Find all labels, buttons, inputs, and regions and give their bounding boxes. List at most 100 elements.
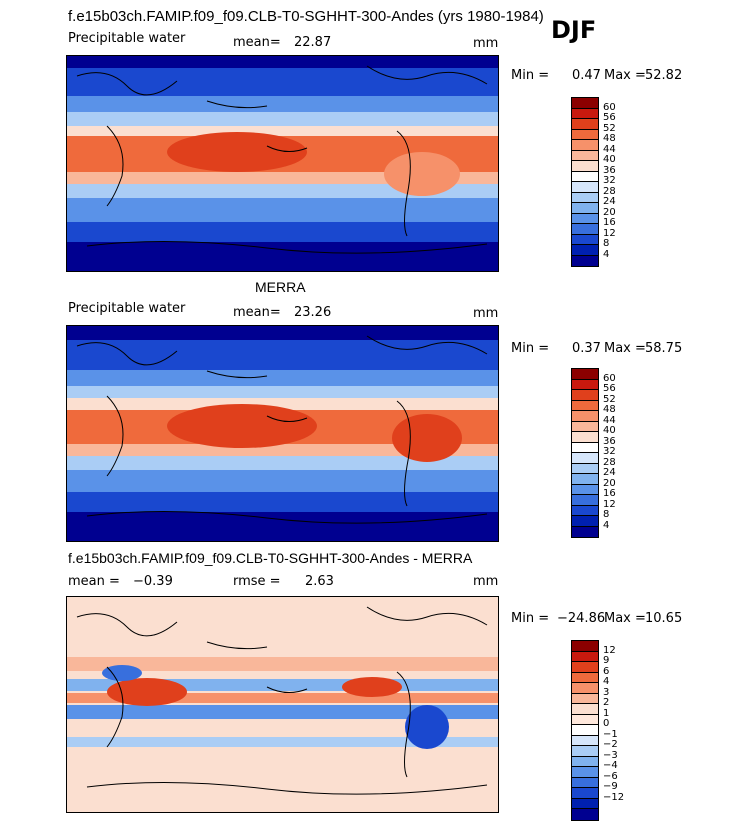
colorbar-swatch [572,224,598,235]
panel-merra-max-value: 58.75 [645,341,683,356]
panel-merra-field [67,326,498,541]
colorbar-swatch [572,526,598,537]
colorbar-tick-label: 48 [603,133,616,144]
colorbar-swatch [572,798,598,809]
panel-model-max-label: Max = [604,68,646,83]
colorbar-tick-label: −12 [603,791,625,803]
colorbar-tick-label: −6 [603,770,618,782]
field-band-north-edge [67,386,498,400]
colorbar-tick-label: −2 [603,739,618,750]
colorbar-swatch [572,672,598,683]
colorbar-swatch [572,714,598,725]
colorbar-swatch [572,474,598,485]
colorbar-swatch [572,777,598,788]
colorbar-swatch [572,245,598,256]
colorbar-swatch [572,432,598,443]
colorbar-swatch [572,390,598,401]
colorbar-tick-label: 0 [603,718,610,729]
field-band-tropic-s [67,444,498,458]
colorbar-tick-label: 52 [603,393,616,405]
colorbar-tick-label: 24 [603,196,616,207]
panel-diff-rmse-value: 2.63 [305,574,334,589]
panel-model-field [67,56,498,271]
warm-pool-maximum [167,132,307,172]
colorbar-tick-label: 28 [603,456,616,468]
colorbar-tick-label: 2 [603,697,610,708]
colorbar-swatch [572,182,598,193]
colorbar-tick-label: 8 [603,238,610,249]
field-band-south-mid [67,198,498,224]
panel-diff-field [67,597,498,812]
colorbar-tick-label: 1 [603,707,610,719]
colorbar-swatch [572,161,598,172]
colorbar-tick-label: 60 [603,372,616,384]
panel-diff-map [66,596,499,813]
colorbar-tick-label: 12 [603,644,616,656]
panel-model-units: mm [473,36,499,51]
field-band-north-edge [67,112,498,128]
panel-merra-title: MERRA [255,279,306,295]
colorbar-tick-label: 28 [603,185,616,197]
panel-diff-min-label: Min = [511,611,550,626]
colorbar-tick-label: 32 [603,446,616,457]
east-pacific-maximum [342,677,402,697]
panel-merra-max-label: Max = [604,341,646,356]
colorbar-swatch [572,442,598,453]
panel-model-mean-value: 22.87 [294,35,332,50]
colorbar-tick-label: 44 [603,143,616,155]
colorbar-swatch [572,98,598,109]
coastlines [76,65,488,254]
field-band-south-dry [67,705,498,719]
colorbar-tick-label: 24 [603,467,616,478]
colorbar-swatch [572,234,598,245]
field-band-equatorial-wet [67,693,498,703]
colorbar-swatch [572,725,598,736]
colorbar-tick-label: 16 [603,217,616,228]
warm-pool-maximum [167,404,317,448]
colorbar-swatch [572,192,598,203]
colorbar-tick-label: −3 [603,749,618,761]
panel-merra-colorbar [571,368,599,538]
field-band-tropic-n [67,126,498,138]
colorbar-swatch [572,641,598,652]
colorbar-tick-label: 56 [603,383,616,394]
season-label: DJF [551,16,597,44]
panel-diff-max-value: 10.65 [645,611,683,626]
field-band-north-sub [67,657,498,671]
coastlines [76,606,488,795]
colorbar-tick-label: 48 [603,404,616,415]
colorbar-tick-label: 52 [603,122,616,134]
panel-merra-variable: Precipitable water [68,301,186,316]
colorbar-swatch [572,140,598,151]
panel-model-colorbar [571,97,599,267]
colorbar-swatch [572,369,598,380]
colorbar-swatch [572,255,598,266]
colorbar-tick-label: −4 [603,760,618,771]
colorbar-swatch [572,203,598,214]
colorbar-tick-label: 56 [603,112,616,123]
field-band-polar-s [67,242,498,271]
colorbar-tick-label: 36 [603,435,616,447]
south-america-moisture [384,152,460,196]
colorbar-swatch [572,453,598,464]
panel-merra-units: mm [473,306,499,321]
colorbar-swatch [572,756,598,767]
colorbar-swatch [572,767,598,778]
colorbar-swatch [572,662,598,673]
colorbar-tick-label: 4 [603,519,610,531]
colorbar-swatch [572,693,598,704]
panel-diff-mean-label: mean = [68,574,120,589]
panel-merra-mean-value: 23.26 [294,305,332,320]
colorbar-tick-label: 12 [603,498,616,510]
field-band-polar-s [67,512,498,541]
colorbar-swatch [572,505,598,516]
colorbar-tick-label: 36 [603,164,616,176]
colorbar-tick-label: 44 [603,414,616,426]
panel-diff-max-label: Max = [604,611,646,626]
colorbar-swatch [572,421,598,432]
panel-diff-rmse-label: rmse = [233,574,281,589]
panel-merra-min-value: 0.37 [572,341,601,356]
colorbar-swatch [572,400,598,411]
colorbar-tick-label: 60 [603,101,616,113]
field-band-north-sub [67,370,498,390]
